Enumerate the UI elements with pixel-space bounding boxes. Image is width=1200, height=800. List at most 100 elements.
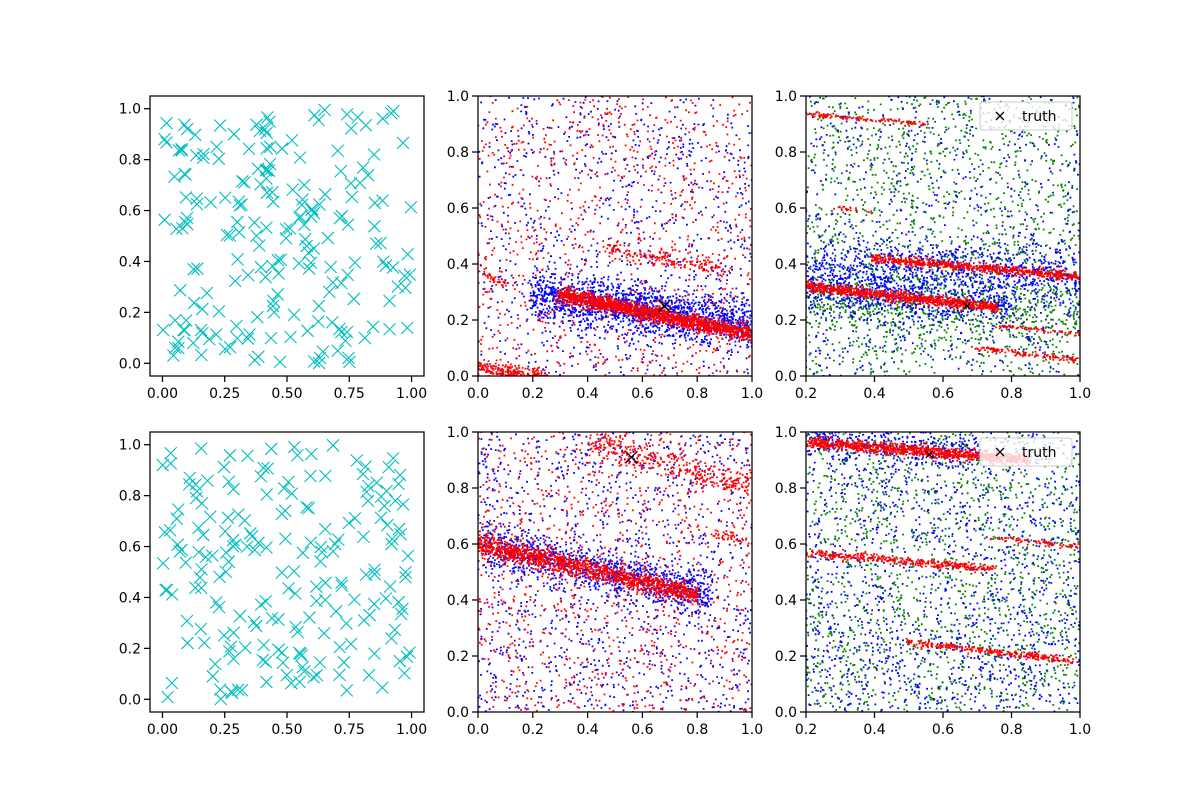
data-points [478,432,752,712]
data-point [156,556,170,570]
data-point [292,256,306,270]
data-point [374,236,387,250]
data-point [358,331,372,345]
series-points [156,103,418,370]
data-point [359,460,372,473]
data-point [223,340,237,354]
data-point [214,692,228,706]
data-point [262,164,276,178]
data-point [403,646,416,659]
data-point [275,142,289,155]
data-point [180,614,194,628]
plot-area [478,432,752,712]
data-point [251,162,265,176]
data-point [386,451,400,465]
data-point [222,555,236,569]
data-point [243,527,257,540]
y-tick-label: 0.2 [775,313,797,329]
data-point [238,641,252,655]
data-point [252,239,266,252]
data-point [256,653,270,667]
y-tick-label: 1.0 [775,89,797,105]
data-point [281,475,295,489]
data-point [271,288,285,301]
data-point [186,336,200,350]
data-point [210,140,224,154]
data-point [392,477,405,491]
data-point [400,650,414,664]
truth-marker [963,302,971,310]
data-point [367,597,381,611]
data-point [310,668,324,682]
x-tick-label: 0.2 [795,722,817,738]
x-tick-label: 0.6 [631,722,653,738]
data-point [341,218,355,232]
data-point [284,330,297,344]
x-tick-label: 0.00 [147,386,178,402]
data-point [318,187,332,201]
data-point [254,598,268,611]
x-tick-label: 0.2 [522,386,544,402]
data-point [227,127,241,141]
data-point [179,190,193,204]
data-point [326,276,340,289]
data-point [313,656,327,669]
data-point [347,292,361,306]
data-point [196,528,210,542]
x-tick-label: 0.8 [686,722,708,738]
data-point [194,581,208,595]
y-tick-label: 1.0 [775,425,797,441]
y-tick-label: 0.0 [119,692,141,708]
legend: truth [979,101,1073,131]
data-point [260,488,274,501]
y-tick-label: 0.8 [119,153,141,169]
data-point [379,259,393,273]
x-tick-label: 0.0 [467,386,489,402]
data-point [302,501,316,515]
data-point [171,503,185,516]
data-point [196,151,210,165]
data-point [287,308,301,322]
x-tick-label: 0.4 [576,722,598,738]
data-point [271,253,285,267]
axes-frame [477,431,753,713]
data-point [271,613,285,626]
data-point [277,481,291,495]
data-point [317,626,331,640]
data-point [213,119,227,132]
data-point [181,636,194,650]
y-tick-label: 1.0 [447,89,469,105]
data-point [235,174,249,188]
data-point [333,322,346,336]
data-point [305,202,319,216]
x-tick-label: 1.0 [741,386,763,402]
y-tick-label: 0.2 [447,649,469,665]
truth-marker [624,450,638,464]
x-tick-label: 0.0 [467,722,489,738]
panel-bottom-left: 0.00 0.25 0.50 0.75 1.00 0.0 0.2 0.4 0.6 0.8 1.0 [119,431,427,738]
data-point [171,538,184,552]
data-point [333,640,347,654]
truth-marker [657,299,671,313]
data-point [197,636,211,650]
data-point [385,631,398,645]
data-point [286,183,300,197]
data-point [357,530,370,544]
data-point [260,541,273,554]
x-tick-label: 1.0 [741,722,763,738]
data-point [272,267,285,280]
data-point [204,195,218,209]
data-point [254,260,268,274]
data-point [368,563,381,577]
x-tick-label: 0.8 [1000,722,1022,738]
data-point [300,500,314,514]
data-point [164,456,178,470]
data-point [250,310,264,324]
data-point [242,328,256,341]
data-point [224,640,238,654]
x-tick-label: 0.2 [795,386,817,402]
data-point [297,218,311,232]
data-point [398,666,411,680]
x-tick-label: 0.4 [576,386,598,402]
